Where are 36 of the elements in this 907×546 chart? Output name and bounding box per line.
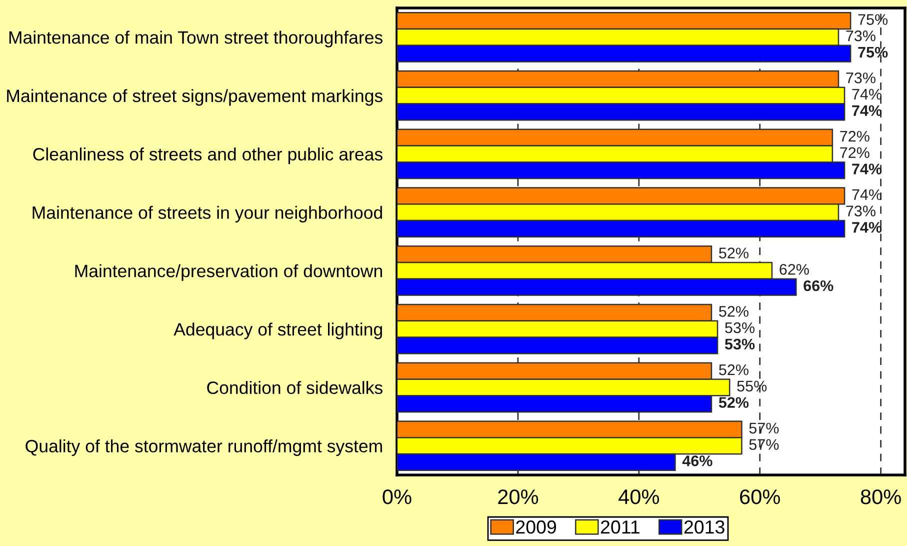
legend-label: 2013 [684,520,724,534]
data-label: 75% [858,46,888,58]
data-label: 73% [846,72,876,84]
data-label: 73% [846,30,876,42]
data-label: 53% [724,338,755,350]
x-tick-label: 20% [498,489,538,504]
data-label: 73% [846,206,876,216]
y-tick-label: Maintenance of streets in your neighborhood [32,206,382,222]
x-tick-label: 0% [382,489,412,504]
data-label: 62% [780,264,809,275]
data-label: 52% [719,364,748,376]
legend-label: 2011 [600,520,640,534]
data-label: 74% [852,222,882,233]
y-tick-label: Maintenance of main Town street thoroughfares [9,30,382,48]
data-label: 66% [804,280,834,292]
data-label: 75% [858,14,888,25]
data-label: 52% [719,306,748,317]
legend-label: 2009 [516,520,556,534]
y-tick-label: Adequacy of street lighting [174,322,382,340]
y-tick-label: Cleanliness of streets and other public areas [33,147,382,164]
x-tick-label: 60% [740,489,780,504]
x-tick-label: 80% [860,489,901,504]
data-label: 74% [852,105,882,116]
x-tick-label: 40% [618,489,660,504]
y-tick-label: Maintenance of street signs/pavement markings [7,89,382,106]
y-tick-label: Condition of sidewalks [207,380,382,394]
data-label: 46% [682,455,712,466]
data-label: 72% [840,130,870,142]
y-tick-label: Quality of the stormwater runoff/mgmt system [26,439,382,456]
data-label: 72% [840,147,870,158]
data-label: 52% [718,397,749,408]
data-label: 53% [725,322,755,334]
y-tick-label: Maintenance/preservation of downtown [75,264,382,281]
data-label: 52% [719,248,748,258]
data-label: 74% [852,88,882,100]
data-label: 55% [737,380,767,392]
